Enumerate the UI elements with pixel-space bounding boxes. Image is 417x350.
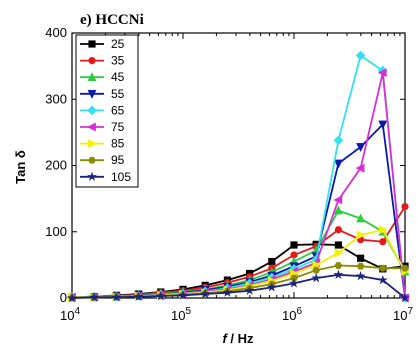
- data-point: [355, 163, 365, 173]
- legend-entry: 35: [80, 54, 125, 68]
- legend-label: 55: [111, 87, 125, 101]
- series-95: [68, 262, 409, 302]
- legend: 25 35 45 55 65 75 85 95 105: [75, 34, 139, 188]
- data-point: [377, 68, 387, 78]
- data-point: [356, 262, 365, 270]
- legend-label: 85: [111, 137, 125, 151]
- series-layer: [66, 50, 411, 304]
- data-point: [312, 266, 321, 274]
- data-point: [88, 291, 100, 302]
- data-point: [401, 264, 409, 272]
- series-105: [66, 269, 411, 303]
- data-point: [355, 270, 366, 281]
- legend-label: 105: [111, 170, 131, 184]
- data-point: [333, 135, 344, 146]
- x-tick-label: 105: [171, 306, 191, 323]
- legend-label: 35: [111, 54, 125, 68]
- legend-marker: [86, 122, 96, 132]
- legend-label: 75: [111, 120, 125, 134]
- legend-entry: 85: [80, 137, 125, 151]
- data-point: [334, 248, 344, 258]
- data-point: [401, 202, 409, 211]
- data-point: [333, 159, 343, 169]
- data-point: [199, 288, 211, 299]
- legend-entry: 55: [80, 87, 125, 101]
- data-point: [333, 269, 344, 280]
- legend-marker: [87, 89, 97, 99]
- data-point: [377, 274, 389, 285]
- data-point: [111, 291, 122, 302]
- legend-entry: 45: [80, 70, 125, 84]
- legend-marker: [86, 171, 98, 182]
- data-point: [310, 272, 322, 283]
- data-point: [379, 238, 387, 246]
- data-point: [356, 254, 365, 262]
- x-axis-label: f / Hz: [222, 331, 254, 346]
- series-line: [71, 273, 406, 299]
- x-tick-label: 107: [393, 306, 413, 323]
- data-point: [333, 195, 343, 205]
- chart-title: e) HCCNi: [80, 12, 144, 28]
- series-line: [71, 264, 405, 299]
- legend-label: 45: [111, 70, 125, 84]
- x-tick-label: 104: [60, 306, 80, 323]
- data-point: [288, 277, 300, 288]
- data-point: [399, 292, 411, 303]
- y-tick-label: 400: [45, 25, 67, 40]
- legend-entry: 65: [80, 103, 125, 117]
- data-point: [356, 213, 366, 223]
- data-point: [266, 281, 278, 292]
- legend-marker: [88, 57, 96, 65]
- legend-entry: 105: [80, 170, 131, 184]
- data-point: [290, 251, 298, 259]
- data-point: [355, 50, 366, 61]
- data-point: [133, 291, 144, 302]
- data-point: [334, 262, 343, 269]
- y-axis-label: Tan δ: [13, 150, 28, 184]
- data-point: [290, 241, 298, 249]
- data-point: [244, 285, 255, 296]
- data-point: [333, 205, 343, 215]
- y-tick-label: 300: [45, 91, 67, 106]
- legend-marker: [88, 40, 96, 48]
- x-tick-label: 106: [282, 306, 302, 323]
- y-tick-label: 100: [45, 224, 67, 239]
- data-point: [268, 257, 276, 266]
- data-point: [334, 226, 343, 234]
- y-tick-label: 0: [60, 290, 67, 305]
- data-point: [378, 264, 387, 272]
- data-point: [334, 241, 343, 249]
- legend-label: 65: [111, 103, 125, 117]
- data-point: [356, 230, 366, 240]
- data-point: [378, 120, 388, 130]
- data-point: [155, 290, 167, 301]
- y-tick-label: 200: [45, 158, 67, 173]
- data-point: [378, 225, 388, 235]
- legend-marker: [88, 139, 98, 149]
- legend-marker: [87, 105, 97, 116]
- legend-entry: 25: [80, 37, 125, 51]
- legend-entry: 75: [80, 120, 125, 134]
- legend-marker: [87, 72, 97, 82]
- data-point: [177, 289, 189, 300]
- legend-marker: [88, 156, 96, 164]
- data-point: [222, 287, 233, 298]
- legend-entry: 95: [80, 153, 125, 167]
- data-point: [66, 292, 78, 303]
- legend-label: 95: [111, 153, 125, 167]
- data-point: [356, 143, 366, 153]
- legend-label: 25: [111, 37, 125, 51]
